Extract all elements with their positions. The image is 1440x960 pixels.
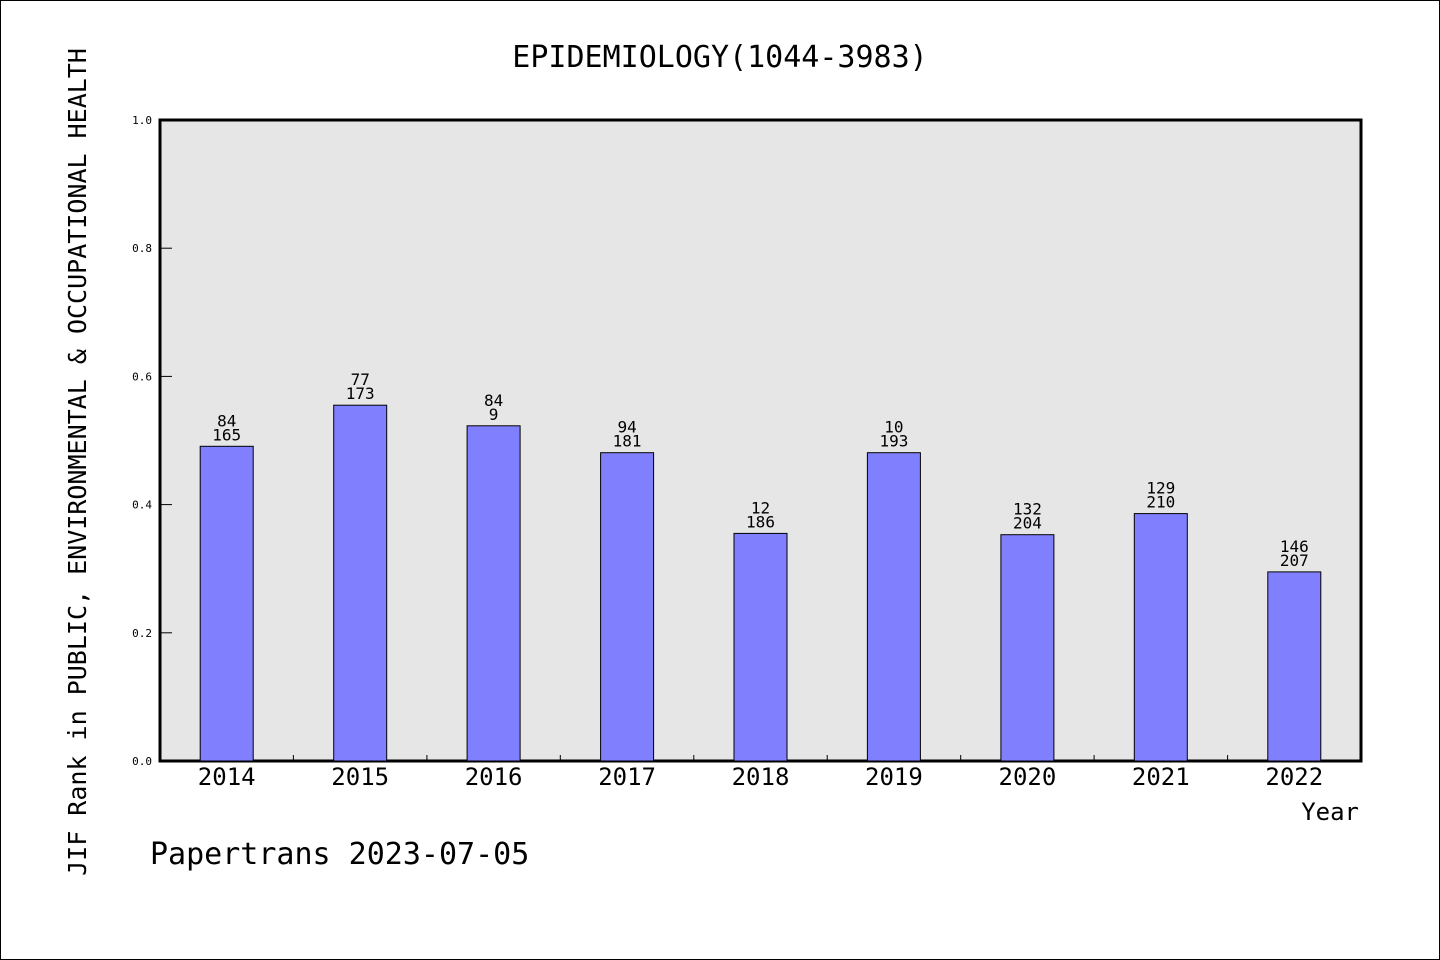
- bar-2021: [1133, 513, 1188, 762]
- y-tick-label: 0.8: [132, 242, 152, 255]
- x-tick-label: 2018: [732, 763, 790, 791]
- x-tick-label: 2016: [465, 763, 523, 791]
- bar-2015: [333, 404, 388, 762]
- data-label-top: 94: [617, 418, 636, 437]
- footer-text: Papertrans 2023-07-05: [150, 837, 529, 872]
- data-label-bottom: 165: [212, 425, 241, 444]
- data-label-bottom: 204: [1013, 514, 1042, 533]
- data-label-bottom: 207: [1280, 551, 1309, 570]
- x-tick-label: 2014: [198, 763, 256, 791]
- data-label-top: 12: [751, 498, 770, 517]
- data-label-top: 132: [1013, 500, 1042, 519]
- x-tick-label: 2021: [1132, 763, 1190, 791]
- data-label-top: 146: [1280, 537, 1309, 556]
- data-label-top: 77: [351, 370, 370, 389]
- bar-2016: [466, 425, 521, 762]
- data-label-bottom: 193: [879, 432, 908, 451]
- bar-2020: [1000, 534, 1055, 762]
- bar-2019: [866, 452, 921, 762]
- x-tick-label: 2019: [865, 763, 923, 791]
- x-axis-label: Year: [1301, 798, 1359, 826]
- y-tick-label: 1.0: [132, 114, 152, 127]
- y-tick-label: 0.0: [132, 755, 152, 768]
- y-axis-label: JIF Rank in PUBLIC, ENVIRONMENTAL & OCCU…: [63, 48, 92, 876]
- y-tick-label: 0.4: [132, 499, 152, 512]
- x-tick-label: 2020: [999, 763, 1057, 791]
- data-label-top: 10: [884, 418, 903, 437]
- x-tick-label: 2022: [1265, 763, 1323, 791]
- data-label-bottom: 173: [346, 384, 375, 403]
- bar-2022: [1267, 571, 1322, 762]
- data-label-bottom: 9: [489, 405, 499, 424]
- y-ticks-group: 0.0 0.2 0.4 0.6 0.8 1.0: [132, 114, 172, 768]
- y-tick-label: 0.6: [132, 370, 152, 383]
- x-tick-label: 2017: [598, 763, 656, 791]
- data-label-bottom: 181: [613, 432, 642, 451]
- chart-title: EPIDEMIOLOGY(1044-3983): [512, 40, 927, 75]
- x-ticks-group: 2014 2015 2016 2017 2018 2019 2020 2021 2022: [198, 755, 1323, 791]
- y-tick-label: 0.2: [132, 627, 152, 640]
- data-label-top: 84: [484, 391, 503, 410]
- data-label-top: 84: [217, 411, 236, 430]
- data-label-top: 129: [1146, 479, 1175, 498]
- bar-2018: [733, 532, 788, 762]
- bar-2017: [600, 452, 655, 762]
- x-tick-label: 2015: [331, 763, 389, 791]
- bar-2014: [199, 445, 254, 762]
- data-label-bottom: 210: [1146, 493, 1175, 512]
- data-label-bottom: 186: [746, 512, 775, 531]
